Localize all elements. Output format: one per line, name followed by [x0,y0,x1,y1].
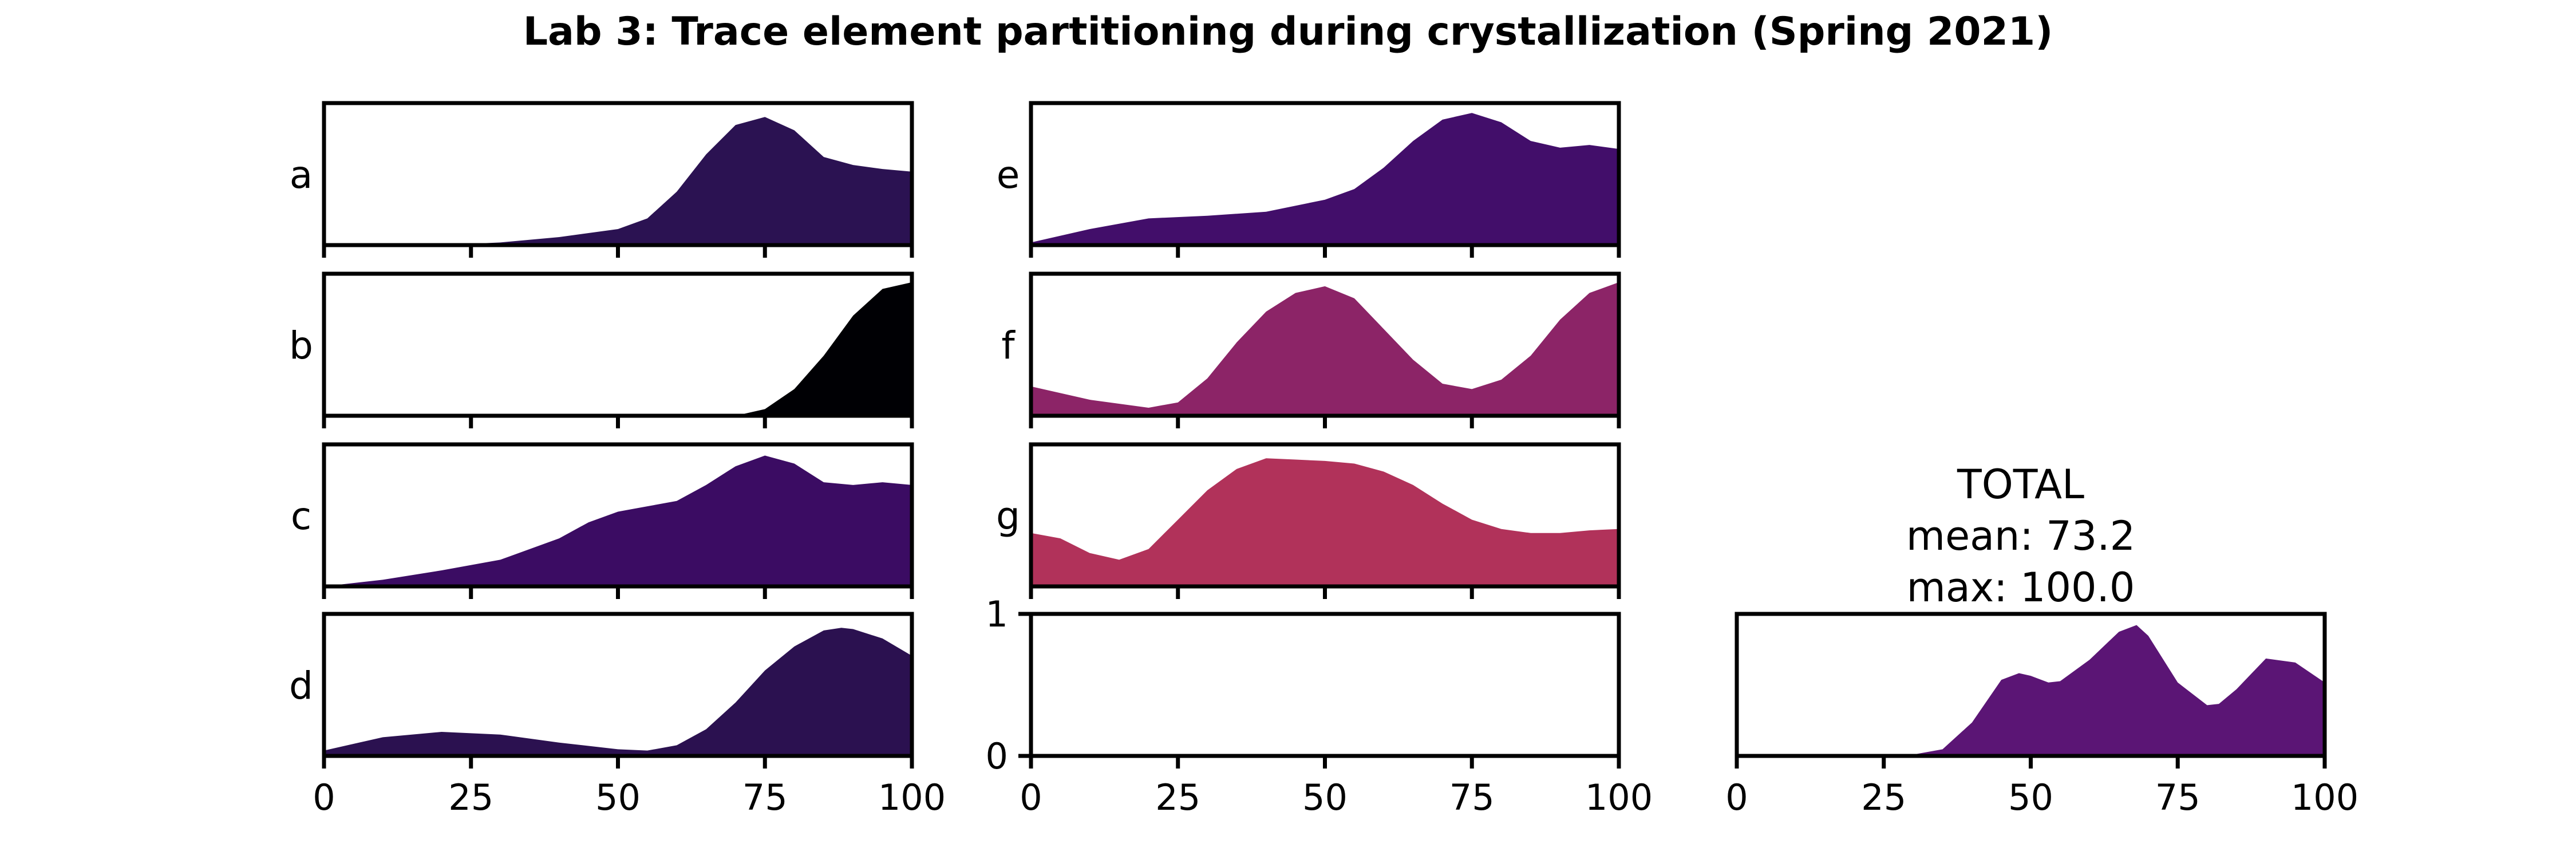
panel-frame-panel7 [1029,612,1621,758]
panel-label-e: e [997,153,1020,197]
y-tick-label: 1 [986,593,1008,635]
panel-label-g: g [996,494,1020,538]
density-area-e [1031,113,1619,245]
x-tick-label: 100 [1585,777,1653,818]
y-tick-label: 0 [986,735,1008,777]
x-tick-label: 25 [448,777,493,818]
panel-label-c: c [291,494,311,538]
total-title: TOTAL [1957,461,2084,508]
total-density-area [1901,625,2325,756]
x-tick-label: 0 [313,777,335,818]
panel-label-d: d [289,664,313,708]
x-tick-label: 75 [742,777,788,818]
density-area-d [324,628,912,756]
x-tick-label: 75 [2155,777,2200,818]
density-area-b [735,282,912,416]
density-area-c [324,455,912,586]
panel-label-a: a [290,153,313,197]
x-tick-label: 100 [2291,777,2358,818]
x-tick-label: 50 [2008,777,2053,818]
total-mean: mean: 73.2 [1906,513,2135,559]
x-tick-label: 0 [1725,777,1748,818]
x-tick-label: 50 [595,777,641,818]
x-tick-label: 0 [1020,777,1042,818]
x-tick-label: 50 [1302,777,1348,818]
x-tick-label: 25 [1861,777,1906,818]
panel-label-b: b [289,324,313,368]
density-area-a [441,117,912,245]
density-area-f [1031,282,1619,416]
x-tick-label: 75 [1449,777,1495,818]
density-area-g [1031,458,1619,586]
panel-label-f: f [1001,324,1016,368]
x-tick-label: 25 [1155,777,1200,818]
x-tick-label: 100 [878,777,946,818]
chart-title: Lab 3: Trace element partitioning during… [523,9,2053,54]
total-max: max: 100.0 [1907,564,2135,611]
